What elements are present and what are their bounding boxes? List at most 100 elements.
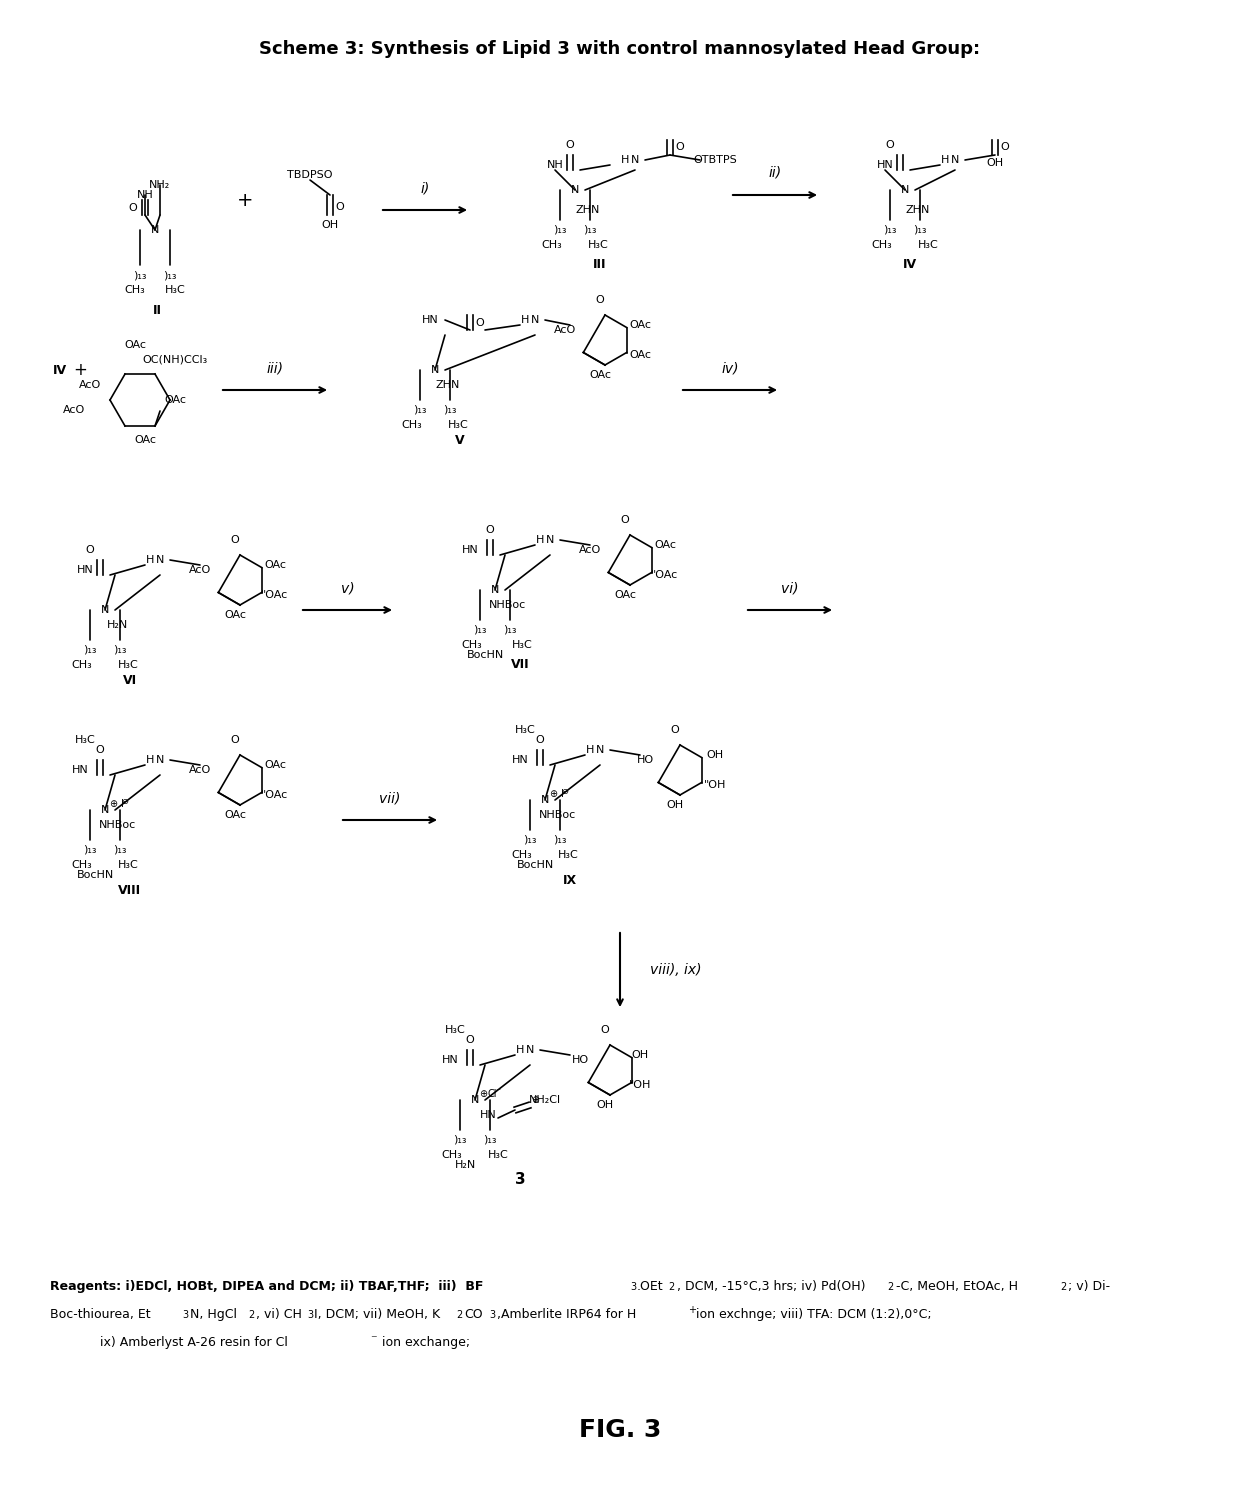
Text: AcO: AcO bbox=[188, 765, 211, 776]
Text: )₁₃: )₁₃ bbox=[553, 225, 567, 234]
Text: N: N bbox=[900, 184, 909, 195]
Text: O: O bbox=[476, 318, 485, 328]
Text: N, HgCl: N, HgCl bbox=[190, 1308, 237, 1321]
Text: +: + bbox=[237, 191, 253, 210]
Text: H₃C: H₃C bbox=[487, 1151, 508, 1160]
Text: V: V bbox=[455, 434, 465, 446]
Text: OH: OH bbox=[666, 800, 683, 810]
Text: NHBoc: NHBoc bbox=[99, 820, 136, 830]
Text: OAc: OAc bbox=[224, 609, 246, 620]
Text: HN: HN bbox=[512, 754, 528, 765]
Text: N: N bbox=[100, 804, 109, 815]
Text: H₃C: H₃C bbox=[558, 850, 578, 860]
Text: -C, MeOH, EtOAc, H: -C, MeOH, EtOAc, H bbox=[897, 1281, 1018, 1293]
Text: AcO: AcO bbox=[188, 565, 211, 575]
Text: ⊕: ⊕ bbox=[531, 1095, 539, 1105]
Text: OAc: OAc bbox=[629, 349, 651, 360]
Text: "OAc: "OAc bbox=[262, 590, 289, 600]
Text: OAc: OAc bbox=[224, 810, 246, 820]
Text: OAc: OAc bbox=[629, 321, 651, 330]
Text: OAc: OAc bbox=[164, 395, 186, 405]
Text: H₃C: H₃C bbox=[512, 640, 532, 650]
Text: O: O bbox=[600, 1025, 609, 1036]
Text: 3: 3 bbox=[630, 1282, 636, 1291]
Text: +: + bbox=[688, 1305, 696, 1315]
Text: ⊕: ⊕ bbox=[479, 1089, 487, 1099]
Text: 2: 2 bbox=[668, 1282, 675, 1291]
Text: ZHN: ZHN bbox=[575, 206, 600, 215]
Text: CH₃: CH₃ bbox=[72, 661, 92, 670]
Text: N: N bbox=[156, 555, 164, 565]
Text: CH₃: CH₃ bbox=[542, 240, 563, 249]
Text: ⁻: ⁻ bbox=[496, 1087, 501, 1098]
Text: H: H bbox=[941, 156, 949, 165]
Text: H₃C: H₃C bbox=[445, 1025, 465, 1036]
Text: 2: 2 bbox=[887, 1282, 893, 1291]
Text: HN: HN bbox=[480, 1110, 496, 1120]
Text: HN: HN bbox=[422, 314, 439, 325]
Text: N: N bbox=[546, 535, 554, 544]
Text: ⁻: ⁻ bbox=[370, 1334, 377, 1346]
Text: O: O bbox=[1001, 142, 1009, 153]
Text: ⊕: ⊕ bbox=[549, 789, 557, 798]
Text: NHBoc: NHBoc bbox=[539, 810, 577, 820]
Text: H₂N: H₂N bbox=[454, 1160, 476, 1170]
Text: N: N bbox=[471, 1095, 479, 1105]
Text: HN: HN bbox=[441, 1055, 459, 1064]
Text: O: O bbox=[86, 544, 94, 555]
Text: H₃C: H₃C bbox=[918, 240, 939, 249]
Text: AcO: AcO bbox=[63, 405, 86, 414]
Text: )₁₃: )₁₃ bbox=[443, 405, 456, 414]
Text: 2: 2 bbox=[456, 1309, 463, 1320]
Text: N: N bbox=[526, 1045, 534, 1055]
Text: HN: HN bbox=[877, 160, 893, 169]
Text: N: N bbox=[531, 314, 539, 325]
Text: 3: 3 bbox=[182, 1309, 188, 1320]
Text: NH₂Cl: NH₂Cl bbox=[529, 1095, 560, 1105]
Text: v): v) bbox=[341, 581, 355, 596]
Text: O: O bbox=[621, 516, 630, 525]
Text: )₁₃: )₁₃ bbox=[454, 1136, 466, 1145]
Text: CH₃: CH₃ bbox=[402, 420, 423, 429]
Text: CH₃: CH₃ bbox=[512, 850, 532, 860]
Text: H: H bbox=[146, 754, 154, 765]
Text: IV: IV bbox=[53, 363, 67, 376]
Text: HO: HO bbox=[636, 754, 653, 765]
Text: H₃C: H₃C bbox=[165, 284, 185, 295]
Text: N: N bbox=[595, 745, 604, 754]
Text: ⊕: ⊕ bbox=[109, 798, 117, 809]
Text: O: O bbox=[231, 535, 239, 544]
Text: H₃C: H₃C bbox=[515, 724, 536, 735]
Text: O: O bbox=[671, 724, 680, 735]
Text: )₁₃: )₁₃ bbox=[503, 624, 517, 635]
Text: II: II bbox=[153, 304, 161, 316]
Text: HO: HO bbox=[572, 1055, 589, 1064]
Text: OAc: OAc bbox=[134, 435, 156, 445]
Text: )₁₃: )₁₃ bbox=[133, 271, 146, 280]
Text: CH₃: CH₃ bbox=[125, 284, 145, 295]
Text: O: O bbox=[336, 203, 345, 212]
Text: 3: 3 bbox=[308, 1309, 314, 1320]
Text: NH: NH bbox=[136, 191, 154, 200]
Text: H₃C: H₃C bbox=[118, 661, 139, 670]
Text: )₁₃: )₁₃ bbox=[583, 225, 596, 234]
Text: H: H bbox=[146, 555, 154, 565]
Text: Boc-thiourea, Et: Boc-thiourea, Et bbox=[50, 1308, 150, 1321]
Text: , DCM, -15°C,3 hrs; iv) Pd(OH): , DCM, -15°C,3 hrs; iv) Pd(OH) bbox=[677, 1281, 866, 1293]
Text: CH₃: CH₃ bbox=[461, 640, 482, 650]
Text: ii): ii) bbox=[769, 166, 781, 180]
Text: OAc: OAc bbox=[653, 540, 676, 550]
Text: Scheme 3: Synthesis of Lipid 3 with control mannosylated Head Group:: Scheme 3: Synthesis of Lipid 3 with cont… bbox=[259, 39, 981, 57]
Text: .OEt: .OEt bbox=[637, 1281, 663, 1293]
Text: 2: 2 bbox=[248, 1309, 254, 1320]
Text: OAc: OAc bbox=[614, 590, 636, 600]
Text: )₁₃: )₁₃ bbox=[113, 845, 126, 854]
Text: N: N bbox=[151, 225, 159, 234]
Text: iv): iv) bbox=[722, 361, 739, 375]
Text: )₁₃: )₁₃ bbox=[113, 646, 126, 655]
Text: N: N bbox=[430, 364, 439, 375]
Text: N: N bbox=[100, 605, 109, 615]
Text: ; v) Di-: ; v) Di- bbox=[1068, 1281, 1110, 1293]
Text: O: O bbox=[95, 745, 104, 754]
Text: OH: OH bbox=[987, 157, 1003, 168]
